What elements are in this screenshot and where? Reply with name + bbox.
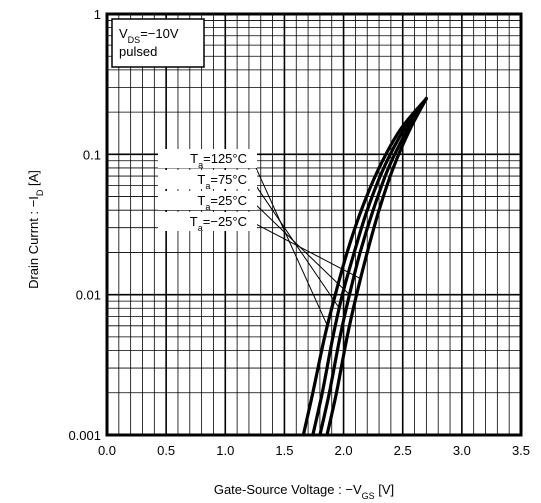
series-line-1 bbox=[301, 96, 428, 437]
plot-frame bbox=[105, 12, 523, 437]
legend-label-bg bbox=[158, 191, 257, 210]
y-tick-label: 1 bbox=[94, 7, 101, 22]
y-tick-label: 0.1 bbox=[83, 147, 101, 162]
labels: 0.0 0.5 1.0 1.5 2.0 2.5 3.0 3.5 0.001 0.01 0.1 1 Gat… bbox=[26, 7, 530, 501]
series-label-3: Ta=25°C bbox=[197, 193, 247, 212]
x-tick-label: 0.0 bbox=[98, 443, 116, 458]
series-label-4: Ta=−25°C bbox=[190, 214, 247, 233]
x-tick-label: 3.5 bbox=[512, 443, 530, 458]
series-line-2 bbox=[311, 96, 428, 437]
condition-line-2: pulsed bbox=[119, 44, 157, 59]
legend-label-bg bbox=[158, 170, 257, 189]
x-tick-label: 1.5 bbox=[275, 443, 293, 458]
x-tick-label: 1.0 bbox=[216, 443, 234, 458]
legend-label-bg bbox=[158, 149, 257, 168]
y-tick-label: 0.001 bbox=[68, 428, 101, 443]
series-line-3 bbox=[318, 96, 428, 437]
leader-lines bbox=[251, 158, 361, 327]
x-tick-label: 2.0 bbox=[335, 443, 353, 458]
leader-line-2 bbox=[251, 179, 340, 309]
x-tick-label: 2.5 bbox=[394, 443, 412, 458]
x-tick-label: 0.5 bbox=[157, 443, 175, 458]
condition-box bbox=[111, 18, 205, 68]
y-tick-label: 0.01 bbox=[76, 288, 101, 303]
series-label-2: Ta=75°C bbox=[197, 172, 247, 191]
condition-line-1: VDS=−10V bbox=[119, 26, 179, 45]
x-tick-label: 3.0 bbox=[453, 443, 471, 458]
y-axis-title: Drain Currnt : −ID [A] bbox=[26, 170, 45, 289]
leader-line-4 bbox=[251, 221, 361, 280]
curves bbox=[301, 96, 428, 437]
leader-line-1 bbox=[251, 158, 328, 327]
x-axis-title: Gate-Source Voltage : −VGS [V] bbox=[214, 482, 394, 501]
series-line-4 bbox=[325, 96, 428, 437]
series-label-1: Ta=125°C bbox=[190, 151, 247, 170]
legend-label-bg bbox=[158, 212, 257, 231]
